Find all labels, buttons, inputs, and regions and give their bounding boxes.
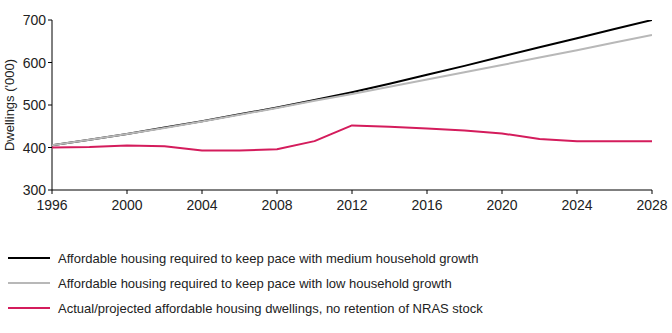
x-tick-label: 2024 xyxy=(561,197,592,213)
x-tick-label: 2000 xyxy=(111,197,142,213)
x-tick-label: 2012 xyxy=(336,197,367,213)
x-tick xyxy=(652,190,653,194)
legend-label: Affordable housing required to keep pace… xyxy=(58,251,478,266)
x-tick xyxy=(277,190,278,194)
x-tick-label: 2020 xyxy=(486,197,517,213)
y-tick xyxy=(48,105,52,106)
y-tick xyxy=(48,147,52,148)
y-tick xyxy=(48,190,52,191)
x-tick xyxy=(52,190,53,194)
x-tick-label: 2028 xyxy=(636,197,667,213)
y-tick-label: 400 xyxy=(23,140,47,156)
y-tick-label: 300 xyxy=(23,182,47,198)
x-tick xyxy=(427,190,428,194)
x-tick-label: 1996 xyxy=(36,197,67,213)
legend-label: Affordable housing required to keep pace… xyxy=(58,276,452,291)
plot-area xyxy=(52,20,652,150)
y-tick-label: 700 xyxy=(23,12,47,28)
series-line xyxy=(52,125,652,150)
x-tick-label: 2004 xyxy=(186,197,217,213)
y-tick xyxy=(48,20,52,21)
x-tick-label: 2016 xyxy=(411,197,442,213)
x-tick xyxy=(577,190,578,194)
y-tick xyxy=(48,62,52,63)
x-tick-label: 2008 xyxy=(261,197,292,213)
x-tick xyxy=(127,190,128,194)
x-tick xyxy=(502,190,503,194)
legend-swatch xyxy=(8,307,50,309)
y-tick-label: 600 xyxy=(23,55,47,71)
y-axis-label: Dwellings ('000) xyxy=(2,59,17,151)
x-tick xyxy=(352,190,353,194)
chart: 300 400 500 600 700 1996 2000 2004 2008 2012 2016 2… xyxy=(0,0,672,333)
legend-swatch xyxy=(8,282,50,284)
legend-swatch xyxy=(8,257,50,259)
legend-label: Actual/projected affordable housing dwel… xyxy=(58,301,483,316)
y-tick-label: 500 xyxy=(23,97,47,113)
series-line xyxy=(52,20,652,145)
x-tick xyxy=(202,190,203,194)
series-line xyxy=(52,35,652,146)
